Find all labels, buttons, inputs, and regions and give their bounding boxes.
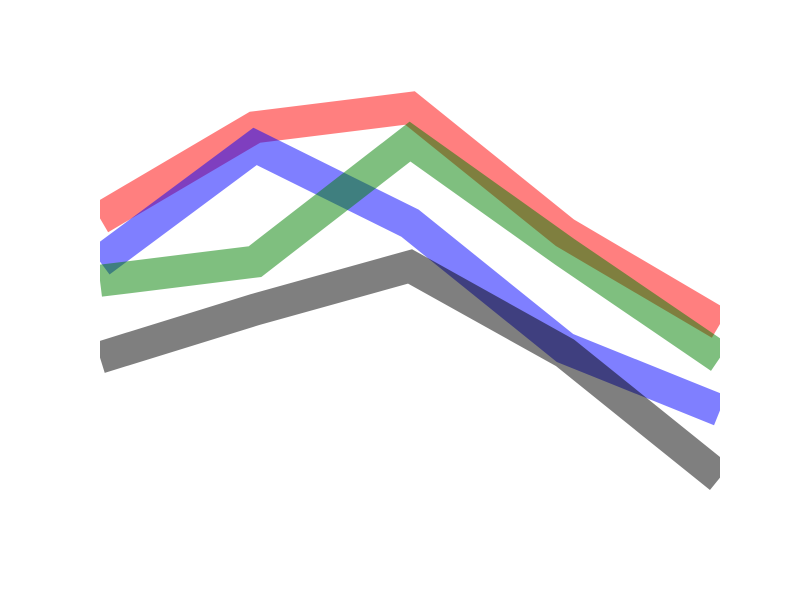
series-line-3: [100, 121, 720, 371]
series-layer: [100, 91, 720, 491]
series-line-4: [100, 249, 720, 491]
series-line-2: [100, 127, 720, 426]
series-line-1: [100, 91, 720, 338]
